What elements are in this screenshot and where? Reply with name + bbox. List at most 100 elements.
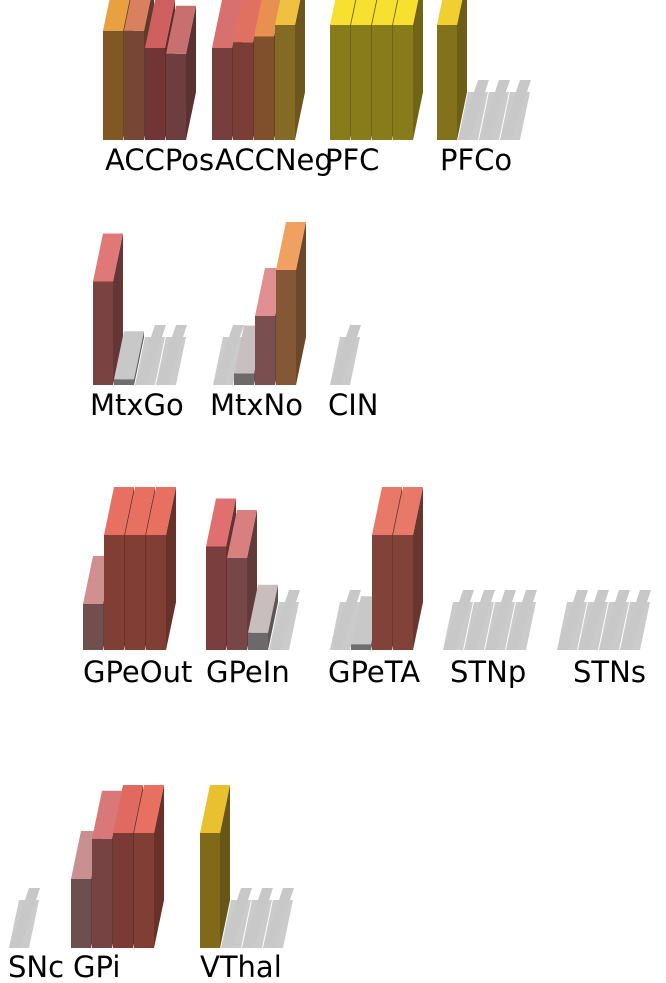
unit	[9, 888, 40, 948]
unit-side	[113, 233, 123, 385]
unit	[443, 590, 474, 650]
layer-gpein	[206, 498, 300, 650]
unit-side	[413, 487, 423, 650]
unit-front	[276, 270, 296, 385]
unit-front	[103, 30, 123, 140]
unit	[275, 0, 305, 140]
unit-front	[275, 25, 295, 140]
unit-front	[124, 30, 144, 140]
unit	[506, 590, 537, 650]
unit-front	[114, 379, 134, 385]
unit-front	[351, 644, 371, 650]
unit-side	[457, 0, 467, 140]
unit-plate	[464, 590, 495, 650]
unit-front	[145, 48, 165, 140]
unit-top	[104, 487, 134, 535]
unit	[578, 590, 609, 650]
unit-plate	[9, 888, 40, 948]
layer-stns	[557, 590, 651, 650]
unit-side	[220, 785, 230, 948]
layer-vthal	[200, 785, 294, 948]
unit	[485, 590, 516, 650]
unit-front	[134, 833, 154, 948]
layer-label-vthal: VThal	[200, 950, 282, 983]
unit	[93, 233, 123, 385]
unit-plate	[263, 888, 294, 948]
unit-front	[71, 879, 91, 948]
layer-label-gpein: GPeIn	[206, 655, 290, 689]
unit-front	[227, 558, 247, 650]
unit-side	[166, 487, 176, 650]
unit	[393, 487, 423, 650]
unit-top	[206, 498, 236, 547]
unit-top	[393, 487, 423, 535]
unit	[221, 888, 252, 948]
unit	[135, 325, 166, 385]
unit-front	[212, 48, 232, 140]
unit-front	[200, 833, 220, 948]
unit-side	[296, 222, 306, 385]
unit-plate	[599, 590, 630, 650]
layer-labels: ACCPos ACCNeg PFC PFCo MtxGo MtxNo CIN G…	[8, 143, 646, 983]
layer-label-mtxgo: MtxGo	[90, 388, 184, 422]
unit-plate	[458, 80, 489, 140]
unit-side	[186, 5, 196, 140]
unit-top	[254, 0, 282, 37]
unit	[437, 0, 467, 140]
unit-top	[103, 0, 130, 31]
unit-front	[248, 632, 268, 650]
layer-label-snc: SNc	[8, 950, 64, 983]
layer-mtxno	[213, 222, 306, 385]
unit-plate	[213, 325, 244, 385]
unit-front	[393, 535, 413, 650]
unit-top	[166, 5, 196, 54]
unit-plate	[620, 590, 651, 650]
unit-plate	[443, 590, 474, 650]
unit	[620, 590, 651, 650]
unit	[263, 888, 294, 948]
layer-accneg	[212, 0, 305, 140]
unit-top	[437, 0, 463, 25]
unit-plate	[506, 590, 537, 650]
unit-plate	[156, 325, 187, 385]
unit-front	[234, 373, 254, 385]
unit-front	[233, 42, 253, 140]
layer-cin	[330, 325, 361, 385]
unit-front	[92, 838, 112, 948]
layer-label-pfc: PFC	[325, 143, 379, 177]
unit	[557, 590, 588, 650]
layer-snc	[9, 888, 40, 948]
unit-side	[134, 331, 144, 385]
unit-top	[276, 222, 306, 270]
unit-front	[437, 25, 457, 140]
unit-plate	[500, 80, 531, 140]
unit	[393, 0, 423, 140]
unit-top	[125, 487, 155, 535]
unit	[200, 785, 230, 948]
unit-top	[372, 487, 402, 535]
layer-label-accpos: ACCPos	[105, 143, 214, 177]
unit-plate	[557, 590, 588, 650]
layer-label-pfco: PFCo	[440, 143, 512, 177]
unit-front	[125, 535, 145, 650]
unit-top	[124, 0, 151, 31]
unit	[464, 590, 495, 650]
unit	[500, 80, 531, 140]
layer-gpeta	[330, 487, 423, 650]
unit-top	[93, 233, 123, 282]
layer-label-accneg: ACCNeg	[215, 143, 333, 177]
unit	[458, 80, 489, 140]
unit-front	[104, 535, 124, 650]
unit-front	[113, 833, 133, 948]
unit-front	[372, 535, 392, 650]
unit-front	[255, 316, 275, 385]
unit-front	[372, 25, 392, 140]
layer-label-stns: STNs	[573, 655, 646, 689]
unit-front	[393, 25, 413, 140]
unit-front	[206, 546, 226, 650]
unit	[479, 80, 510, 140]
unit-front	[254, 36, 274, 140]
unit-front	[146, 535, 166, 650]
layer-label-mtxno: MtxNo	[210, 388, 303, 422]
